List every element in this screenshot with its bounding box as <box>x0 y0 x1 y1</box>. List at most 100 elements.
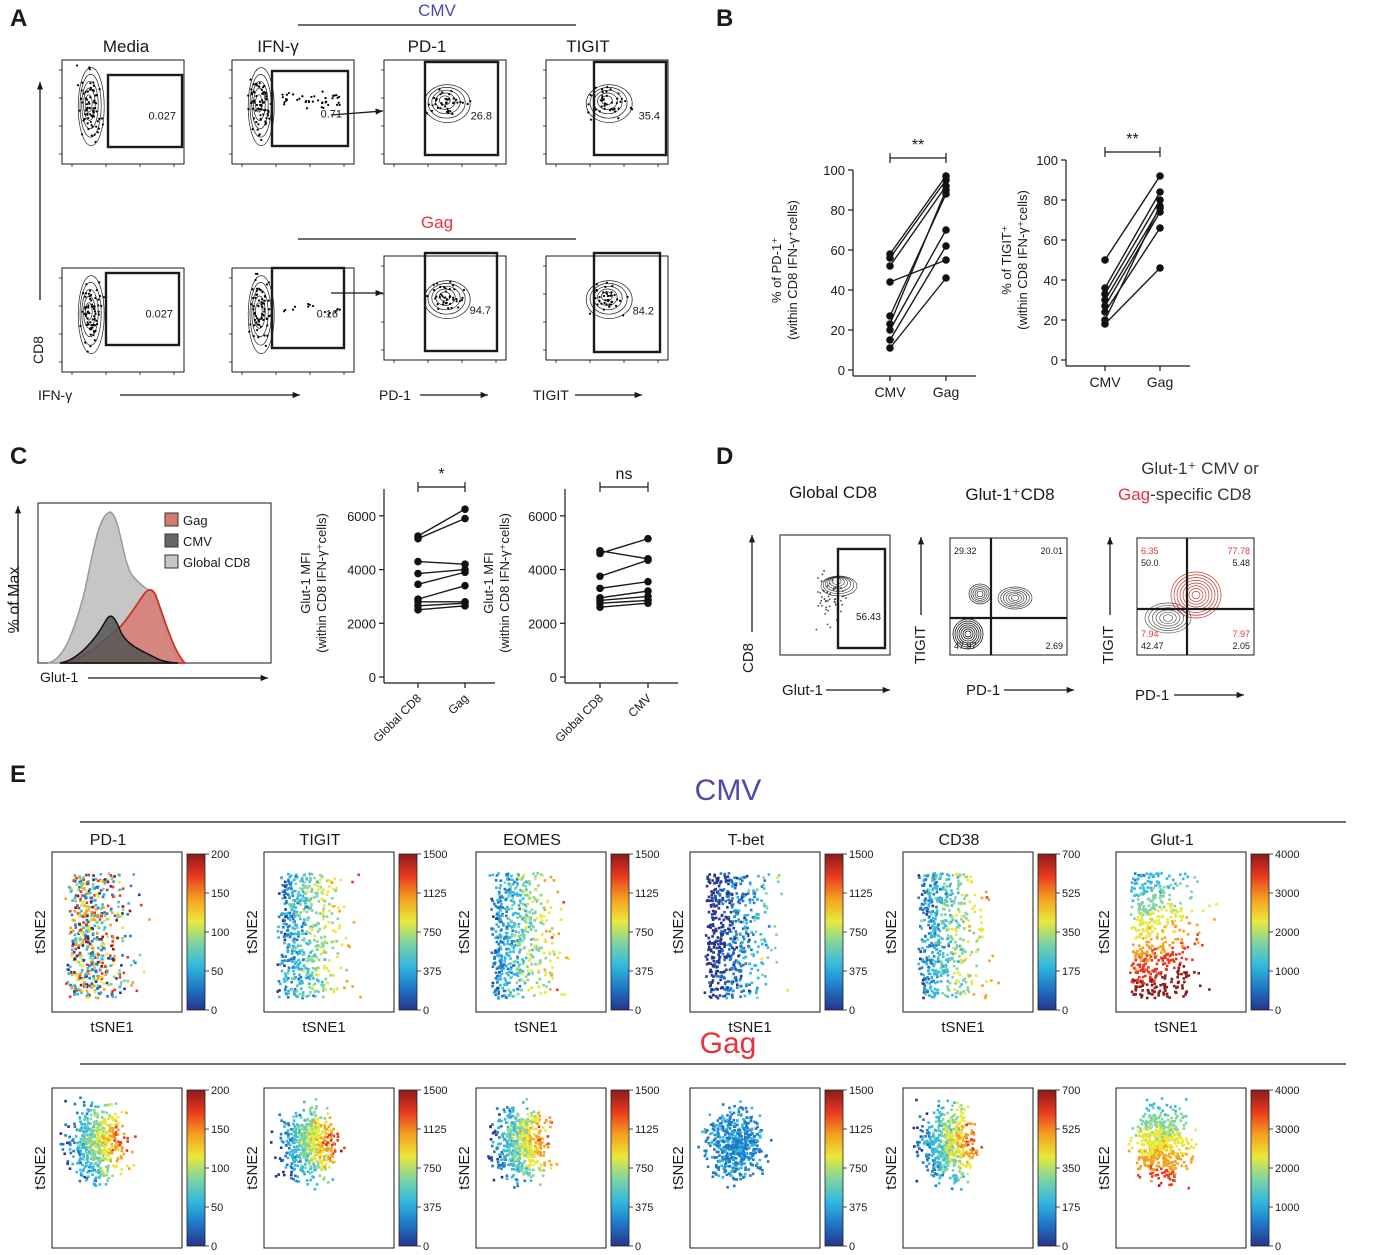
cell-point <box>91 932 95 935</box>
event-dot <box>603 301 606 305</box>
cell-point <box>71 944 74 948</box>
cell-point <box>1165 985 1169 989</box>
cell-point <box>91 1153 95 1157</box>
cell-point <box>927 923 930 927</box>
cell-point <box>753 895 756 899</box>
cell-point <box>325 893 329 896</box>
cell-point <box>84 1137 87 1141</box>
y-axis-label: tSNE2 <box>32 910 49 953</box>
cell-point <box>936 951 940 955</box>
cell-point <box>517 873 521 877</box>
cell-point <box>80 1157 83 1160</box>
cell-point <box>934 914 938 918</box>
cell-point <box>710 955 714 959</box>
cell-point <box>978 935 982 939</box>
cell-point <box>1166 885 1170 888</box>
cell-point <box>1155 985 1158 989</box>
event-dot <box>448 288 451 291</box>
data-point <box>461 514 469 523</box>
cell-point <box>68 932 72 935</box>
cell-point <box>498 890 501 894</box>
cell-point <box>305 973 309 976</box>
cell-point <box>1140 950 1144 953</box>
cell-point <box>107 1117 110 1121</box>
cell-point <box>93 911 97 915</box>
cell-point <box>323 935 327 939</box>
cell-point <box>510 890 514 894</box>
cell-point <box>101 895 105 899</box>
cell-point <box>315 911 318 915</box>
cell-point <box>283 980 286 983</box>
cell-point <box>324 977 328 981</box>
cell-point <box>284 912 287 916</box>
cell-point <box>490 927 493 930</box>
cell-point <box>115 1145 119 1149</box>
cell-point <box>284 955 288 958</box>
arrow-head <box>14 506 22 514</box>
cell-point <box>1153 967 1157 971</box>
event-dot <box>600 302 603 305</box>
cell-point <box>922 973 925 977</box>
cell-point <box>96 956 99 960</box>
quadrant-value: 29.32 <box>954 546 977 556</box>
cell-point <box>311 966 315 970</box>
cell-point <box>544 970 547 974</box>
cell-point <box>290 880 294 884</box>
cell-point <box>954 992 958 995</box>
event-dot <box>287 91 290 95</box>
cell-point <box>717 943 720 946</box>
cell-point <box>1142 907 1145 911</box>
event-dot <box>321 90 324 93</box>
cell-point <box>991 954 995 958</box>
cell-point <box>288 918 292 922</box>
cell-point <box>1154 893 1157 897</box>
cell-point <box>528 957 532 960</box>
pair-line <box>1104 267 1161 325</box>
event-dot <box>75 64 79 67</box>
event-dot <box>841 595 844 598</box>
cell-point <box>499 909 502 912</box>
cell-point <box>523 919 527 922</box>
cell-point <box>506 890 509 894</box>
cell-point <box>1162 885 1166 889</box>
y-axis-arrow <box>917 537 925 615</box>
cell-point <box>713 941 717 944</box>
colorbar-label: 1000 <box>1275 966 1299 978</box>
cell-point <box>920 893 924 896</box>
cell-point <box>1173 966 1176 970</box>
cell-point <box>1153 927 1157 930</box>
cell-point <box>1140 995 1143 999</box>
event-dot <box>598 299 601 302</box>
cell-point <box>76 888 80 892</box>
cell-point <box>715 881 719 885</box>
cell-point <box>293 938 296 941</box>
contour <box>1182 582 1210 608</box>
cell-point <box>494 936 497 940</box>
cell-point <box>79 882 83 886</box>
cell-point <box>946 995 950 998</box>
cell-point <box>307 994 311 997</box>
cell-point <box>120 915 124 918</box>
cell-point <box>93 1134 97 1138</box>
cell-point <box>741 893 745 896</box>
cell-point <box>118 969 121 972</box>
cell-point <box>727 915 731 919</box>
quadrant-value-gag: 7.97 <box>1232 629 1250 639</box>
event-dot <box>605 291 608 294</box>
cell-point <box>112 1126 115 1130</box>
cell-point <box>1137 954 1140 958</box>
cell-point <box>1141 922 1145 926</box>
cell-point <box>1188 897 1192 900</box>
event-dot <box>825 608 827 611</box>
category-label: Global CD8 <box>370 691 424 745</box>
cell-point <box>298 917 302 921</box>
cell-point <box>930 975 934 979</box>
cell-point <box>730 938 734 942</box>
cell-point <box>65 968 69 971</box>
cell-point <box>277 925 280 929</box>
y-axis-arrow <box>36 82 44 300</box>
cell-point <box>305 905 309 909</box>
cell-point <box>745 929 748 933</box>
cell-point <box>83 911 87 915</box>
cell-point <box>731 951 735 954</box>
